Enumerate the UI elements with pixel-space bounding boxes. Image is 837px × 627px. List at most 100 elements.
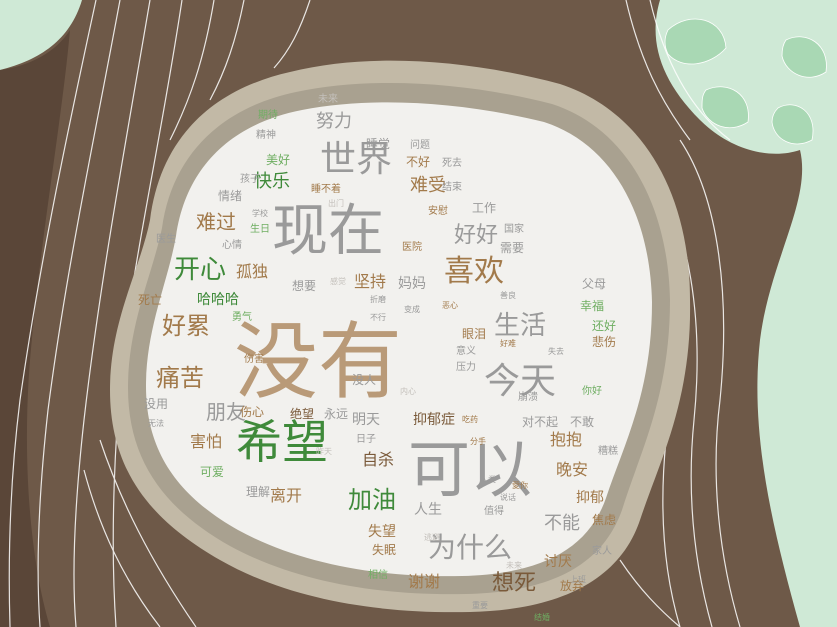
- word-cloud-word: 国家: [504, 224, 524, 235]
- word-cloud-word: 现在: [272, 199, 384, 264]
- word-cloud-word: 情绪: [217, 189, 243, 203]
- bark-line: [169, 0, 215, 141]
- word-cloud-word: 孤独: [235, 262, 269, 281]
- word-cloud-word: 焦虑: [591, 513, 617, 527]
- word-cloud-word: 生日: [250, 224, 270, 235]
- word-cloud-word: 难受: [410, 175, 446, 196]
- word-cloud-word: 无法: [148, 419, 164, 428]
- word-cloud-word: 人类: [480, 475, 496, 484]
- tree-trunk-shade: [0, 30, 70, 627]
- word-cloud-word: 不能: [544, 513, 580, 534]
- word-cloud-word: 幸福: [579, 299, 605, 313]
- word-cloud-word: 谢谢: [407, 572, 441, 591]
- word-cloud-word: 没人: [351, 373, 377, 387]
- word-cloud-word: 睡觉: [365, 137, 391, 151]
- word-cloud-word: 不行: [370, 313, 386, 322]
- word-cloud-word: 不好: [405, 155, 431, 169]
- word-cloud-word: 抑郁: [576, 490, 604, 506]
- word-cloud-word: 可爱: [199, 465, 225, 479]
- word-cloud-word: 医院: [402, 242, 422, 253]
- word-cloud-word: 安慰: [428, 206, 448, 217]
- word-cloud-word: 喜欢: [444, 254, 504, 289]
- word-cloud-word: 吃药: [462, 415, 478, 424]
- word-cloud-word: 结束: [442, 182, 462, 193]
- word-cloud-word: 朋友: [206, 400, 246, 424]
- word-cloud-word: 努力: [316, 111, 352, 132]
- word-cloud-word: 哈哈哈: [197, 292, 239, 308]
- word-cloud-word: 死亡: [137, 293, 163, 307]
- word-cloud-word: 好难: [500, 339, 516, 348]
- bark-line: [679, 139, 741, 627]
- word-cloud-word: 精神: [256, 130, 276, 141]
- word-cloud-word: 理解: [245, 485, 271, 499]
- bark-line: [99, 439, 197, 627]
- word-cloud-word: 好累: [162, 312, 210, 340]
- word-cloud-word: 愛你: [512, 481, 528, 490]
- word-cloud-word: 未来: [318, 94, 338, 105]
- word-cloud-word: 日子: [356, 434, 376, 445]
- word-cloud-word: 悲伤: [591, 335, 617, 349]
- word-cloud-word: 加油: [348, 486, 396, 514]
- word-cloud-word: 不敢: [569, 415, 595, 429]
- word-cloud-word: 生活: [493, 311, 547, 341]
- word-cloud-word: 今天: [483, 361, 557, 402]
- word-cloud-word: 需要: [499, 241, 525, 255]
- word-cloud-word: 失眠: [371, 543, 397, 557]
- word-cloud-word: 工作: [471, 201, 497, 215]
- word-cloud-word: 对不起: [521, 415, 559, 429]
- word-cloud-word: 眼泪: [461, 327, 487, 341]
- bark-line: [649, 0, 731, 141]
- leaf-icon: [664, 18, 727, 65]
- word-cloud-word: 崩溃: [518, 392, 538, 403]
- word-cloud-word: 明天: [352, 412, 380, 428]
- word-cloud-word: 放弃: [559, 579, 585, 593]
- word-cloud-word: 离开: [269, 486, 303, 505]
- bark-line: [73, 0, 151, 627]
- word-cloud-word: 孩子: [240, 174, 260, 185]
- word-cloud-word: 自杀: [361, 450, 395, 469]
- word-cloud-word: 讨厌: [544, 554, 572, 570]
- word-cloud-word: 压力: [456, 362, 476, 373]
- leaf-icon: [701, 86, 749, 129]
- word-cloud-word: 未来: [506, 561, 522, 570]
- word-cloud-word: 勇气: [232, 312, 252, 323]
- word-cloud-word: 问题: [410, 140, 430, 151]
- word-cloud-word: 善良: [500, 291, 516, 300]
- word-cloud-word: 坚持: [353, 272, 387, 291]
- bark-line: [209, 0, 245, 101]
- word-cloud-word: 可以: [407, 433, 533, 506]
- word-cloud-word: 父母: [581, 277, 607, 291]
- word-cloud-word: 结婚: [534, 613, 550, 622]
- word-cloud-word: 想死: [491, 571, 537, 596]
- word-cloud-word: 害怕: [189, 432, 223, 451]
- word-cloud-word: 世界: [319, 139, 393, 180]
- word-cloud-word: 想要: [291, 279, 317, 293]
- word-cloud-word: 学校: [252, 209, 268, 218]
- bark-line: [37, 0, 121, 627]
- word-cloud-word: 值得: [484, 506, 504, 517]
- word-cloud-word: 出门: [328, 199, 344, 208]
- word-cloud-word: 没用: [143, 397, 169, 411]
- word-cloud-word: 妈妈: [398, 276, 426, 292]
- word-cloud-word: 恶心: [442, 301, 458, 310]
- word-cloud-word: 内心: [400, 387, 416, 396]
- word-cloud-word: 上班: [570, 575, 586, 584]
- leaf-icon: [771, 104, 814, 145]
- bark-line: [625, 0, 691, 141]
- word-cloud-word: 折磨: [370, 295, 386, 304]
- word-cloud-word: 你好: [582, 386, 602, 397]
- word-cloud-panel: [146, 102, 652, 577]
- word-cloud-word: 美好: [265, 153, 291, 167]
- word-cloud-word: 抑郁症: [413, 412, 455, 428]
- word-cloud-word: 伤害: [244, 354, 264, 365]
- word-cloud-word: 相信: [368, 570, 388, 581]
- bark-line: [273, 0, 311, 69]
- word-cloud-word: 分手: [470, 437, 486, 446]
- word-cloud-word: 痛苦: [156, 364, 204, 392]
- word-cloud-word: 伤心: [239, 405, 265, 419]
- word-cloud-word: 失去: [548, 347, 564, 356]
- word-cloud-word: 好好: [453, 223, 499, 248]
- word-cloud-word: 心情: [222, 240, 242, 251]
